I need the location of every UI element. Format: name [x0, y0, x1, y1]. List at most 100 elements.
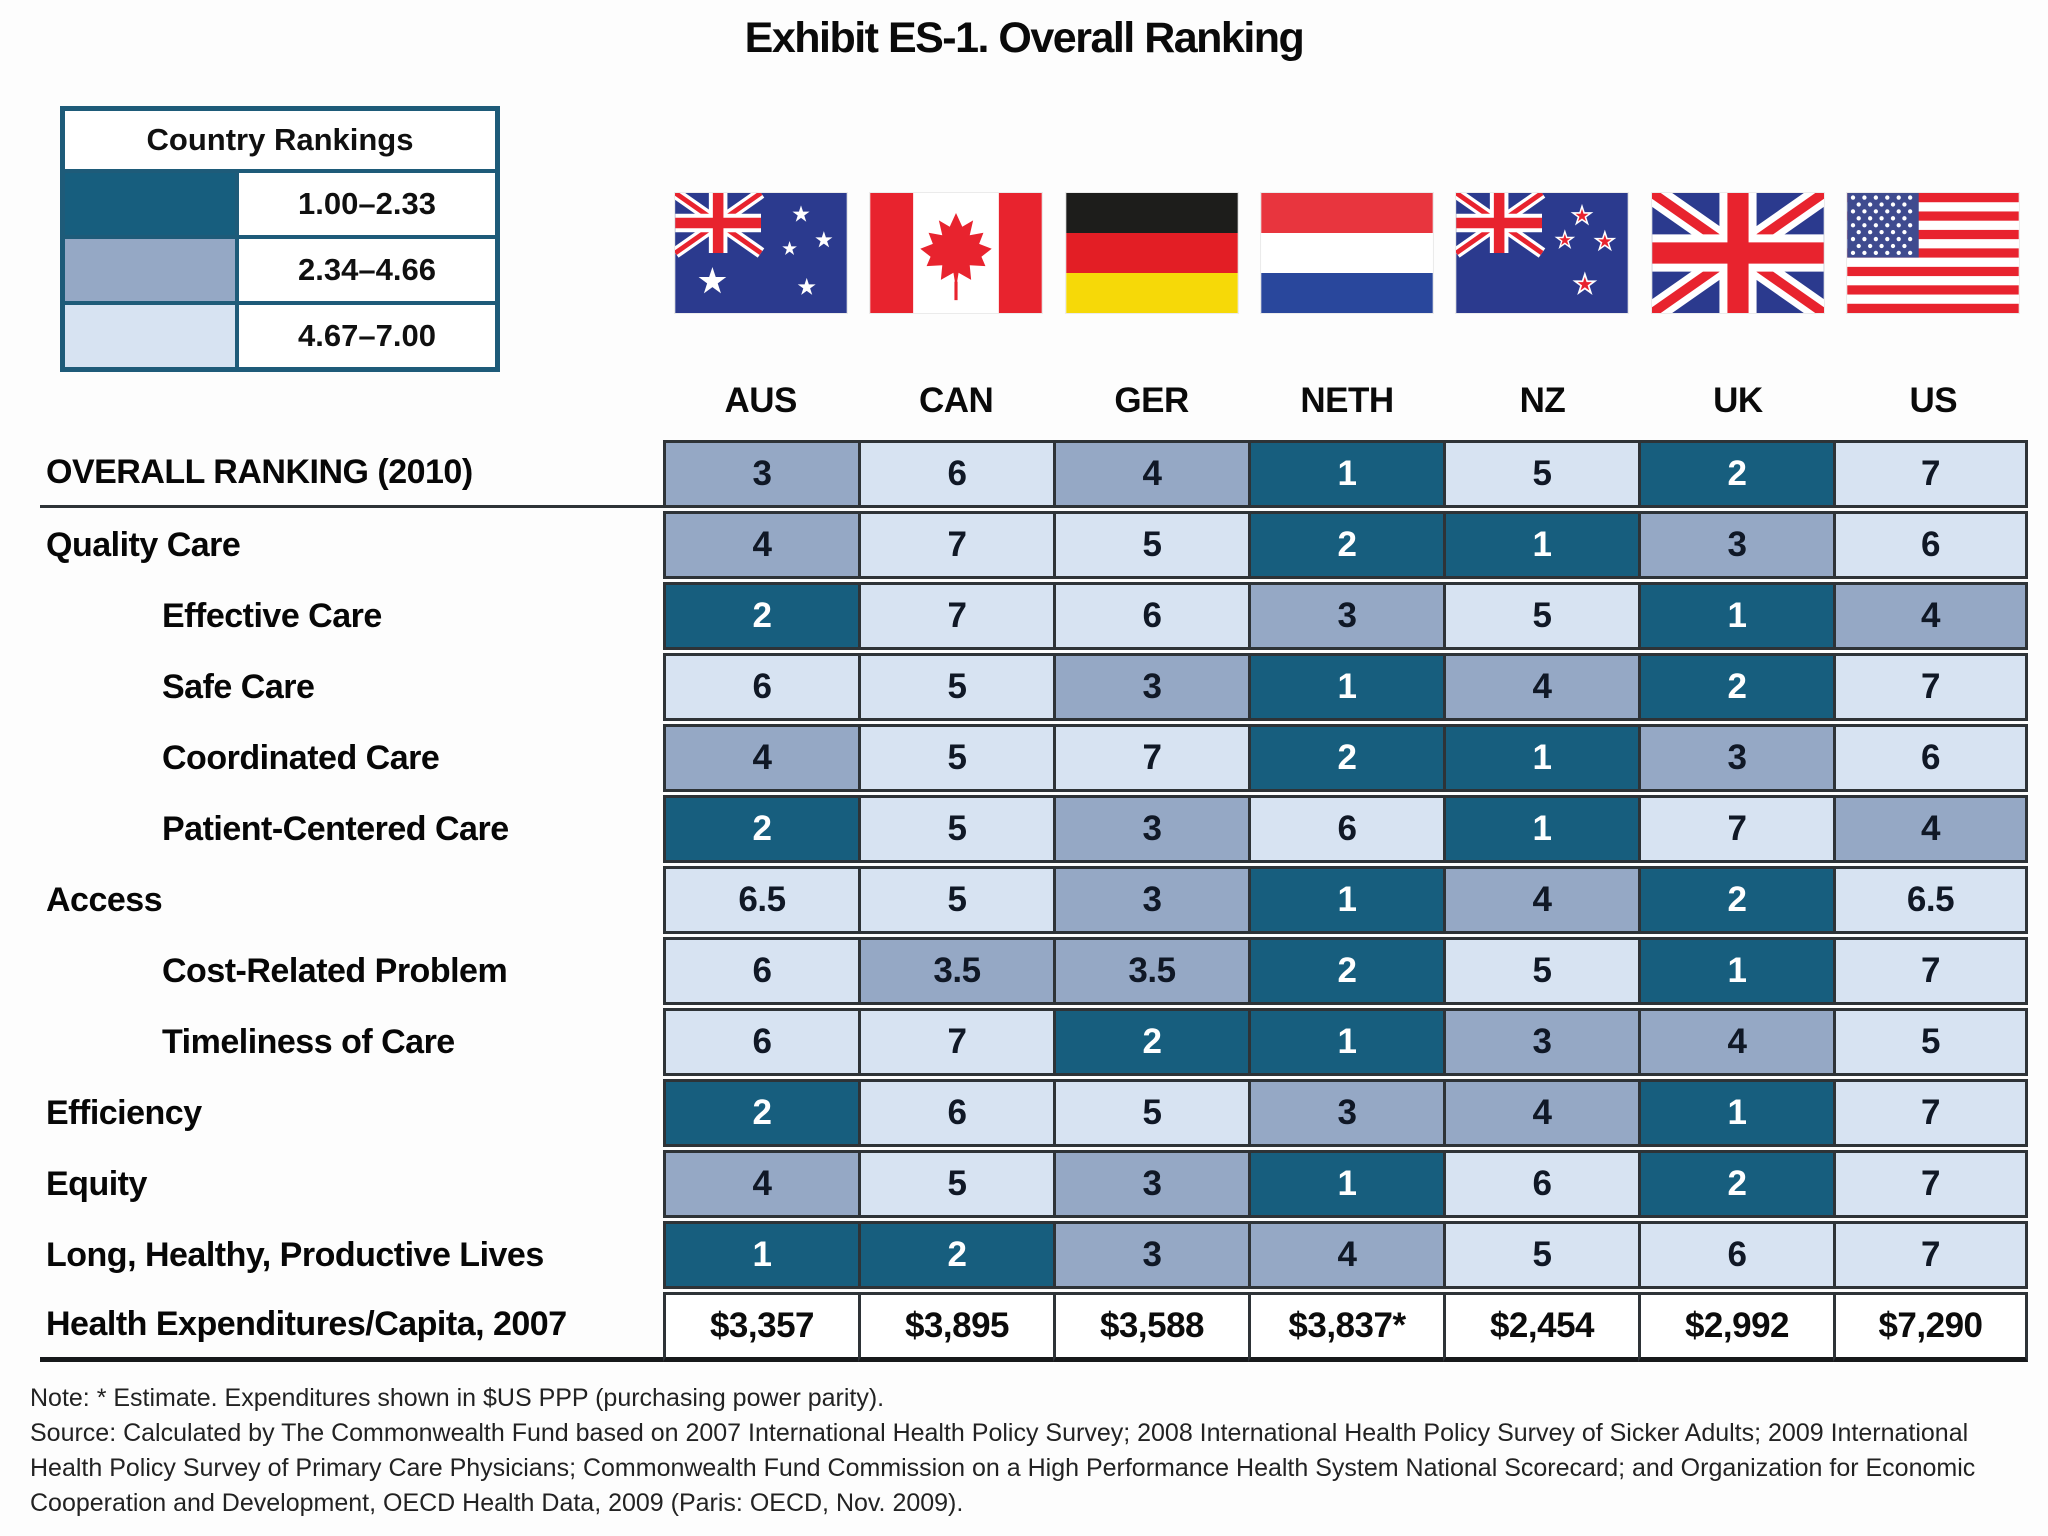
row-label: Access	[46, 880, 163, 919]
row-label: Equity	[46, 1164, 147, 1203]
country-header-uk: UK	[1713, 381, 1763, 420]
rank-cell: 2	[663, 795, 858, 863]
rank-cell: 2	[858, 1221, 1053, 1289]
table-row: Effective Care 2 7 6 3 5 1 4	[40, 582, 2028, 650]
table-row: Equity 4 5 3 1 6 2 7	[40, 1150, 2028, 1218]
source-text: Source: Calculated by The Commonwealth F…	[30, 1419, 1976, 1517]
rank-cell: 6	[1248, 795, 1443, 863]
rank-cell: 3	[1638, 511, 1833, 579]
flag-cell	[1836, 192, 2031, 314]
rank-cell: 3	[1443, 1008, 1638, 1076]
rank-cell: 2	[1638, 866, 1833, 934]
rank-cell: 6	[1833, 511, 2028, 579]
rank-cell: 3.5	[1053, 937, 1248, 1005]
table-row: Health Expenditures/Capita, 2007 $3,357 $3…	[40, 1292, 2028, 1362]
rank-cell: 2	[663, 582, 858, 650]
rank-cell: 7	[1833, 1079, 2028, 1147]
legend-header: Country Rankings	[65, 111, 495, 169]
expenditure-cell: $3,357	[663, 1292, 858, 1362]
country-header-us: US	[1909, 381, 1958, 420]
rank-cell: 7	[1833, 1221, 2028, 1289]
rank-cell: 7	[1833, 937, 2028, 1005]
rank-cell: 3	[1053, 1150, 1248, 1218]
rank-cell: 1	[1638, 937, 1833, 1005]
rank-cell: 5	[1443, 1221, 1638, 1289]
canada-flag	[869, 192, 1044, 314]
rank-cell: 4	[1248, 1221, 1443, 1289]
row-label: Cost-Related Problem	[162, 951, 508, 990]
legend-range-label: 2.34–4.66	[239, 239, 495, 301]
rank-cell: 4	[1638, 1008, 1833, 1076]
germany-flag	[1064, 192, 1239, 314]
flag-cell	[663, 192, 858, 314]
country-header-netherlands: NETH	[1300, 381, 1394, 420]
uk-flag	[1650, 192, 1825, 314]
rank-cell: 4	[1443, 653, 1638, 721]
rank-cell: 3	[1053, 795, 1248, 863]
legend-range-label: 4.67–7.00	[239, 305, 495, 367]
table-row: Efficiency 2 6 5 3 4 1 7	[40, 1079, 2028, 1147]
expenditure-cell: $3,588	[1053, 1292, 1248, 1362]
rank-cell: 6	[663, 1008, 858, 1076]
flag-cell	[1054, 192, 1249, 314]
rank-cell: 1	[1248, 1008, 1443, 1076]
rank-cell: 3	[1053, 866, 1248, 934]
rank-cell: 6	[1638, 1221, 1833, 1289]
rank-cell: 7	[1053, 724, 1248, 792]
us-flag	[1846, 192, 2021, 314]
rank-cell: 2	[1248, 511, 1443, 579]
row-label: Long, Healthy, Productive Lives	[46, 1235, 544, 1274]
rank-cell: 1	[1638, 1079, 1833, 1147]
note-text: Note: * Estimate. Expenditures shown in …	[30, 1384, 885, 1412]
rank-cell: 5	[1443, 582, 1638, 650]
legend-range-label: 1.00–2.33	[239, 173, 495, 235]
footnotes: Note: * Estimate. Expenditures shown in …	[30, 1381, 2024, 1521]
country-header-australia: AUS	[724, 381, 798, 420]
rank-cell: 6	[663, 937, 858, 1005]
table-row: Access 6.5 5 3 1 4 2 6.5	[40, 866, 2028, 934]
legend-swatch-light	[65, 305, 235, 367]
flags-row	[663, 192, 2031, 314]
rank-cell: 6	[1443, 1150, 1638, 1218]
rank-cell: 5	[1833, 1008, 2028, 1076]
rank-cell: 5	[858, 795, 1053, 863]
flag-cell	[1445, 192, 1640, 314]
expenditure-cell: $3,837*	[1248, 1292, 1443, 1362]
flag-cell	[858, 192, 1053, 314]
rank-cell: 3	[1053, 1221, 1248, 1289]
rank-cell: 1	[663, 1221, 858, 1289]
row-label: Patient-Centered Care	[162, 809, 509, 848]
rank-cell: 3.5	[858, 937, 1053, 1005]
row-label: Effective Care	[162, 596, 382, 635]
table-row: Long, Healthy, Productive Lives 1 2 3 4 5 6 7	[40, 1221, 2028, 1289]
rank-cell: 7	[858, 511, 1053, 579]
rank-cell: 3	[1248, 1079, 1443, 1147]
flag-cell	[1640, 192, 1835, 314]
rank-cell: 2	[1248, 724, 1443, 792]
rank-cell: 1	[1443, 795, 1638, 863]
expenditure-cell: $2,992	[1638, 1292, 1833, 1362]
rank-cell: 6	[858, 1079, 1053, 1147]
rank-cell: 6	[663, 653, 858, 721]
rank-cell: 3	[1638, 724, 1833, 792]
expenditure-cell: $2,454	[1443, 1292, 1638, 1362]
rank-cell: 5	[1443, 937, 1638, 1005]
rank-cell: 2	[1638, 653, 1833, 721]
rank-cell: 1	[1638, 582, 1833, 650]
australia-flag	[673, 192, 848, 314]
rank-cell: 1	[1248, 1150, 1443, 1218]
rank-cell: 1	[1443, 724, 1638, 792]
rank-cell: 5	[1443, 440, 1638, 508]
rank-cell: 7	[1833, 1150, 2028, 1218]
rank-cell: 1	[1248, 653, 1443, 721]
row-label: OVERALL RANKING (2010)	[40, 440, 663, 508]
rank-cell: 2	[1248, 937, 1443, 1005]
rank-cell: 3	[1248, 582, 1443, 650]
rank-cell: 6.5	[1833, 866, 2028, 934]
rank-cell: 6	[1053, 582, 1248, 650]
country-header-canada: CAN	[918, 381, 994, 420]
row-label: Efficiency	[46, 1093, 202, 1132]
rank-cell: 2	[1638, 1150, 1833, 1218]
rank-cell: 5	[858, 724, 1053, 792]
